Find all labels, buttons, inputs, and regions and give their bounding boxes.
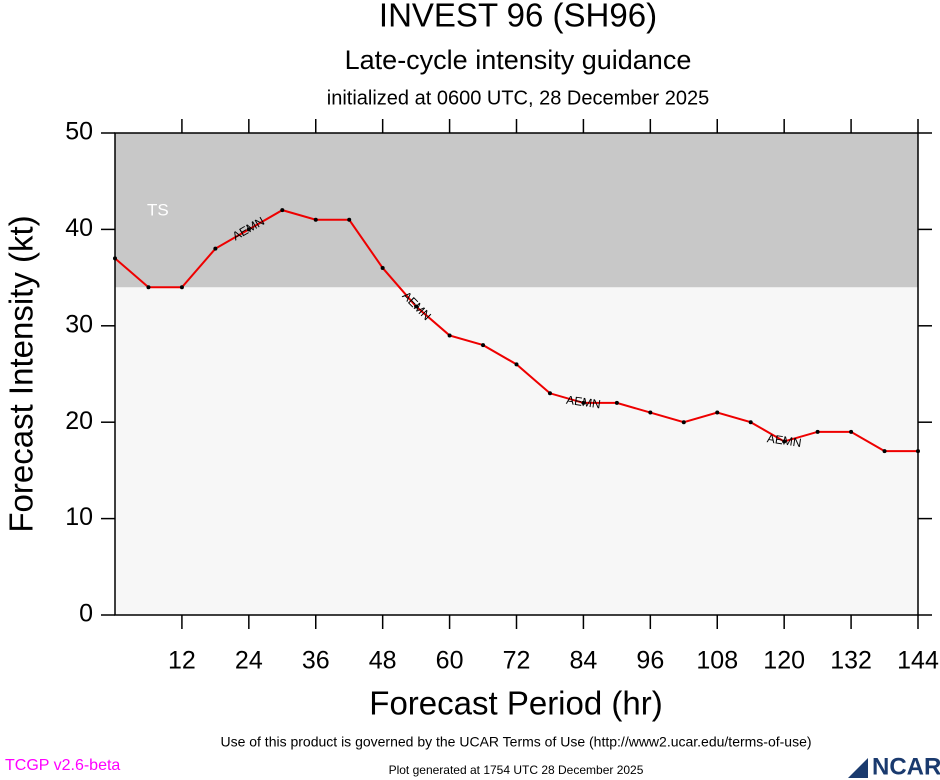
data-point <box>614 400 619 405</box>
chart-subtitle: Late-cycle intensity guidance <box>345 45 692 75</box>
x-tick-label: 120 <box>763 647 805 675</box>
y-tick-label: 0 <box>79 600 93 628</box>
x-tick-label: 108 <box>696 647 738 675</box>
data-point <box>246 227 251 232</box>
data-point <box>481 343 486 348</box>
data-point <box>815 429 820 434</box>
data-point <box>581 400 586 405</box>
x-tick-label: 24 <box>235 647 263 675</box>
data-point <box>280 208 285 213</box>
y-tick-label: 20 <box>65 407 93 435</box>
x-tick-label: 132 <box>830 647 872 675</box>
chart-title: INVEST 96 (SH96) <box>379 0 657 34</box>
x-axis-title: Forecast Period (hr) <box>369 685 662 722</box>
data-point <box>414 304 419 309</box>
data-point <box>648 410 653 415</box>
data-point <box>113 256 117 261</box>
data-point <box>146 285 151 290</box>
x-tick-label: 96 <box>636 647 664 675</box>
y-tick-label: 10 <box>65 503 93 531</box>
data-point <box>179 285 184 290</box>
init-time: initialized at 0600 UTC, 28 December 202… <box>327 87 709 109</box>
x-tick-label: 36 <box>302 647 330 675</box>
y-tick-label: 30 <box>65 310 93 338</box>
data-point <box>782 439 787 444</box>
series-label: AEMN <box>766 431 802 450</box>
data-point <box>715 410 720 415</box>
y-tick-label: 40 <box>65 214 93 242</box>
data-point <box>547 391 552 396</box>
logo-mark <box>848 758 868 778</box>
generated-note: Plot generated at 1754 UTC 28 December 2… <box>389 763 644 777</box>
data-point <box>916 449 920 454</box>
data-point <box>882 449 887 454</box>
series-label: AEMN <box>565 393 601 412</box>
data-point <box>313 217 318 222</box>
x-tick-label: 48 <box>369 647 397 675</box>
data-point <box>681 420 686 425</box>
data-point <box>347 217 352 222</box>
y-axis-title: Forecast Intensity (kt) <box>3 215 40 532</box>
band-label: TS <box>147 200 169 219</box>
x-tick-label: 144 <box>897 647 939 675</box>
intensity-band <box>115 133 918 288</box>
data-point <box>514 362 519 367</box>
y-tick-label: 50 <box>65 118 93 146</box>
data-point <box>380 265 385 270</box>
data-point <box>748 420 753 425</box>
data-point <box>447 333 452 338</box>
data-point <box>213 246 218 251</box>
x-tick-label: 84 <box>570 647 598 675</box>
x-tick-label: 60 <box>436 647 464 675</box>
x-tick-label: 72 <box>503 647 531 675</box>
x-tick-label: 12 <box>168 647 196 675</box>
terms-note: Use of this product is governed by the U… <box>220 734 811 750</box>
data-point <box>849 429 854 434</box>
logo-text: NCAR <box>872 753 940 780</box>
version-label: TCGP v2.6-beta <box>5 757 120 774</box>
